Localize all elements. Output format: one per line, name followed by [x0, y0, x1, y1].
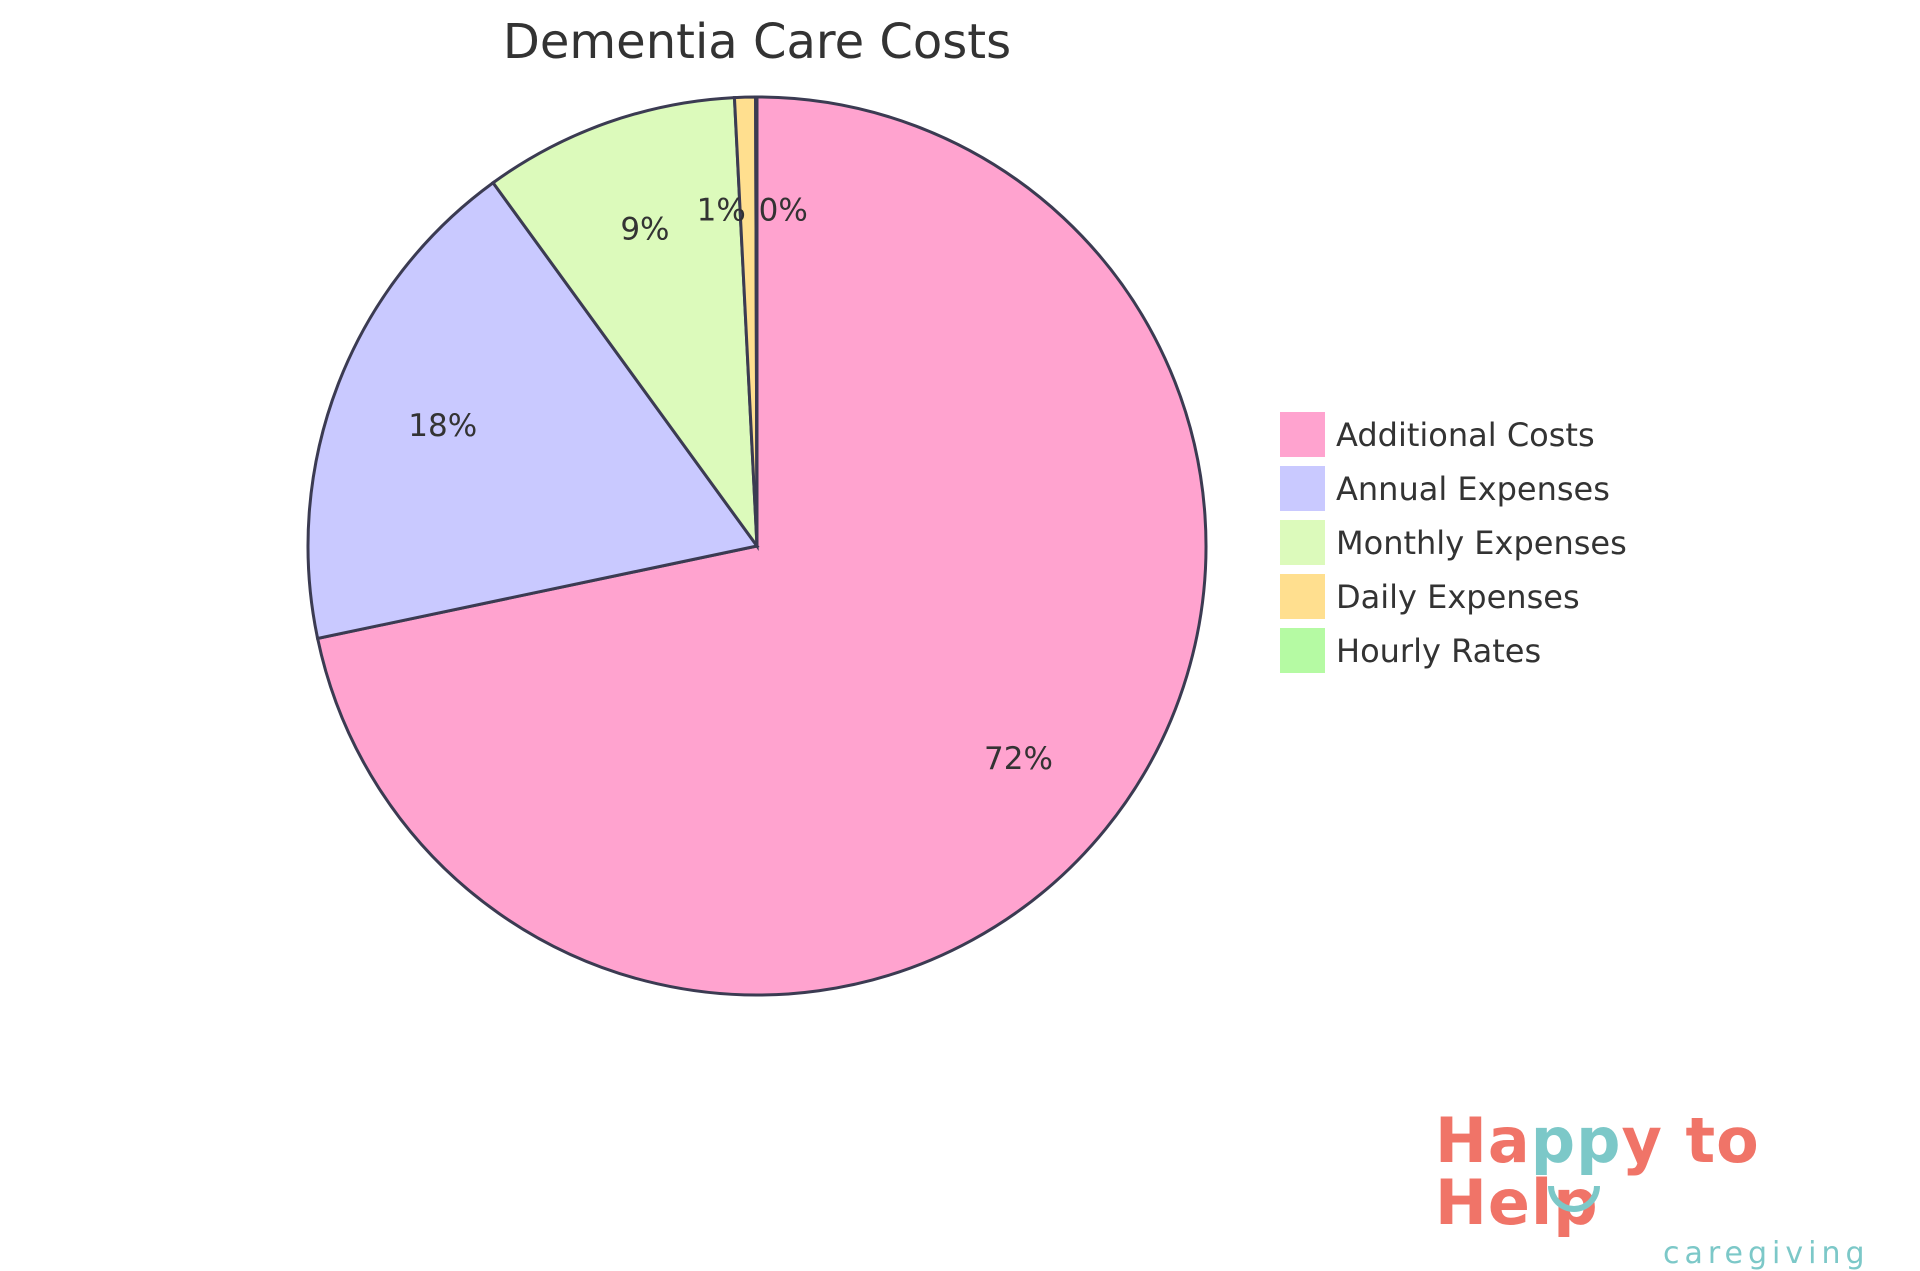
logo-text: Ha — [1435, 1104, 1531, 1177]
legend-swatch — [1280, 520, 1325, 565]
slice-label: 72% — [984, 741, 1053, 777]
legend-swatch — [1280, 574, 1325, 619]
slice-label: 1% — [697, 192, 746, 228]
legend-label: Monthly Expenses — [1336, 524, 1627, 562]
legend-label: Daily Expenses — [1336, 578, 1580, 616]
pie-chart: Dementia Care Costs 72% 18% 9% 1% 0% Additio… — [306, 14, 1627, 997]
pie-slice-additional-costs — [315, 95, 1208, 997]
happy-to-help-logo: Happy to Help caregiving — [1435, 1110, 1920, 1271]
legend-label: Additional Costs — [1336, 416, 1595, 454]
legend-label: Hourly Rates — [1336, 632, 1541, 670]
logo-text: pp — [1530, 1104, 1622, 1177]
legend-swatch — [1280, 628, 1325, 673]
pie-slice-annual-expenses — [306, 180, 760, 641]
chart-title: Dementia Care Costs — [503, 14, 1011, 70]
legend-swatch — [1280, 412, 1325, 457]
pie-slice-hourly-rates — [754, 95, 759, 547]
pie-slice-monthly-expenses — [490, 95, 759, 551]
logo-subtitle: caregiving — [1663, 1236, 1870, 1271]
slice-label: 0% — [759, 192, 808, 228]
legend-swatch — [1280, 466, 1325, 511]
slice-label: 18% — [408, 408, 477, 444]
slice-label: 9% — [620, 211, 669, 247]
legend-label: Annual Expenses — [1336, 470, 1610, 508]
